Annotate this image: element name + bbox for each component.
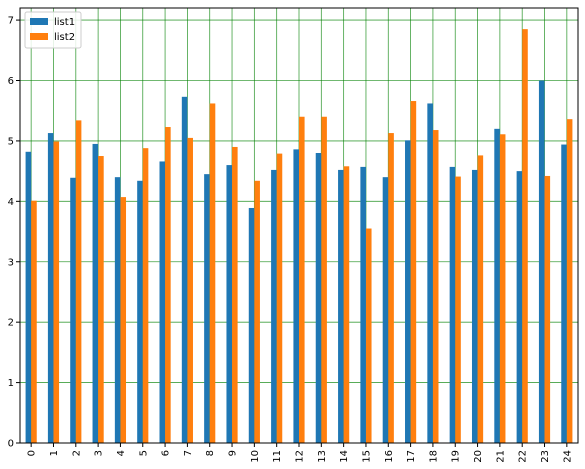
bar-list2-10 xyxy=(254,180,260,443)
bar-list1-14 xyxy=(338,169,344,443)
x-tick-label: 7 xyxy=(183,450,194,456)
legend-label-list1: list1 xyxy=(54,17,75,28)
y-tick-label: 2 xyxy=(8,318,14,329)
y-tick-label: 7 xyxy=(8,16,14,27)
x-tick-label: 24 xyxy=(562,450,573,463)
x-tick-label: 13 xyxy=(317,450,328,463)
bar-list1-7 xyxy=(181,96,188,443)
bar-list2-21 xyxy=(499,134,506,444)
bar-list2-1 xyxy=(53,141,60,444)
bar-list2-8 xyxy=(209,103,216,443)
bar-list2-5 xyxy=(142,148,149,443)
legend-swatch-list1 xyxy=(30,18,48,25)
legend-label-list2: list2 xyxy=(54,32,75,43)
bar-list1-16 xyxy=(382,177,389,443)
x-tick-label: 17 xyxy=(406,450,417,463)
x-tick-label: 20 xyxy=(473,450,484,463)
y-tick-label: 4 xyxy=(8,197,14,208)
bar-list1-11 xyxy=(271,169,277,443)
bar-list1-24 xyxy=(561,144,567,443)
x-tick-label: 9 xyxy=(228,450,239,456)
bar-list1-4 xyxy=(114,177,121,443)
bar-list1-0 xyxy=(25,151,32,443)
bar-list1-2 xyxy=(70,177,76,444)
x-tick-label: 16 xyxy=(384,450,395,463)
bar-list2-20 xyxy=(477,155,484,443)
x-tick-label: 15 xyxy=(361,450,372,463)
bar-list2-9 xyxy=(232,146,238,444)
x-tick-label: 6 xyxy=(161,450,172,456)
bar-list1-17 xyxy=(405,140,411,443)
x-tick-label: 11 xyxy=(272,450,283,463)
bar-list2-24 xyxy=(566,119,573,444)
y-tick-label: 5 xyxy=(8,136,14,147)
x-tick-label: 19 xyxy=(451,450,462,463)
bar-list2-17 xyxy=(410,101,417,444)
x-tick-label: 0 xyxy=(27,450,38,456)
x-tick-label: 10 xyxy=(250,450,261,463)
bar-list1-19 xyxy=(449,166,456,444)
bar-list1-10 xyxy=(248,207,255,443)
x-tick-label: 1 xyxy=(49,450,60,456)
y-tick-label: 0 xyxy=(8,439,14,450)
y-tick-label: 1 xyxy=(8,378,14,389)
bar-list1-23 xyxy=(538,80,545,443)
legend-swatch-list2 xyxy=(30,33,48,40)
legend: list1 list2 xyxy=(24,11,82,49)
x-tick-label: 12 xyxy=(295,450,306,463)
x-tick-label: 22 xyxy=(518,450,529,463)
bar-list2-14 xyxy=(343,166,350,443)
x-tick-label: 14 xyxy=(339,450,350,463)
x-tick-label: 21 xyxy=(495,450,506,463)
x-tick-label: 18 xyxy=(428,450,439,463)
x-tick-label: 4 xyxy=(116,450,127,456)
bar-list2-7 xyxy=(187,137,193,444)
bar-list1-22 xyxy=(516,171,523,443)
y-tick-label: 6 xyxy=(8,76,14,87)
bar-list1-13 xyxy=(315,153,322,443)
bar-list1-18 xyxy=(427,103,433,443)
bar-list1-20 xyxy=(471,169,478,443)
y-axis: 0 1 2 3 4 5 6 7 xyxy=(8,16,20,450)
bar-list1-12 xyxy=(293,149,299,443)
bars-group xyxy=(25,29,573,444)
bar-list2-18 xyxy=(432,130,439,443)
x-tick-label: 3 xyxy=(94,450,105,456)
bar-list2-16 xyxy=(388,133,394,443)
bar-list2-3 xyxy=(98,156,104,444)
bar-list2-15 xyxy=(365,228,372,443)
x-tick-label: 8 xyxy=(205,450,216,456)
x-tick-label: 5 xyxy=(138,450,149,456)
bar-list2-0 xyxy=(31,200,37,443)
x-axis: 0 1 2 3 4 5 6 7 8 9 10 11 12 13 14 15 16 17 18 19 20 21 22 23 24 xyxy=(27,443,573,463)
y-tick-label: 3 xyxy=(8,257,14,268)
bar-list2-13 xyxy=(321,116,327,443)
bar-list1-8 xyxy=(204,174,210,444)
x-tick-label: 2 xyxy=(71,450,82,456)
bar-list2-12 xyxy=(299,116,305,443)
bar-list1-1 xyxy=(47,133,54,443)
bar-list2-4 xyxy=(120,197,127,443)
bar-list2-2 xyxy=(75,120,82,443)
bar-list1-9 xyxy=(226,165,233,444)
bar-list2-6 xyxy=(165,127,171,443)
x-tick-label: 23 xyxy=(540,450,551,463)
bar-list2-23 xyxy=(544,175,551,444)
bar-list1-21 xyxy=(494,128,500,444)
bar-list1-3 xyxy=(92,143,99,443)
bar-list2-11 xyxy=(276,153,283,443)
bar-list1-6 xyxy=(159,161,166,444)
bar-list2-22 xyxy=(522,29,528,443)
bar-list1-5 xyxy=(137,180,143,443)
bar-list2-19 xyxy=(455,176,461,443)
bar-list1-15 xyxy=(360,166,366,444)
